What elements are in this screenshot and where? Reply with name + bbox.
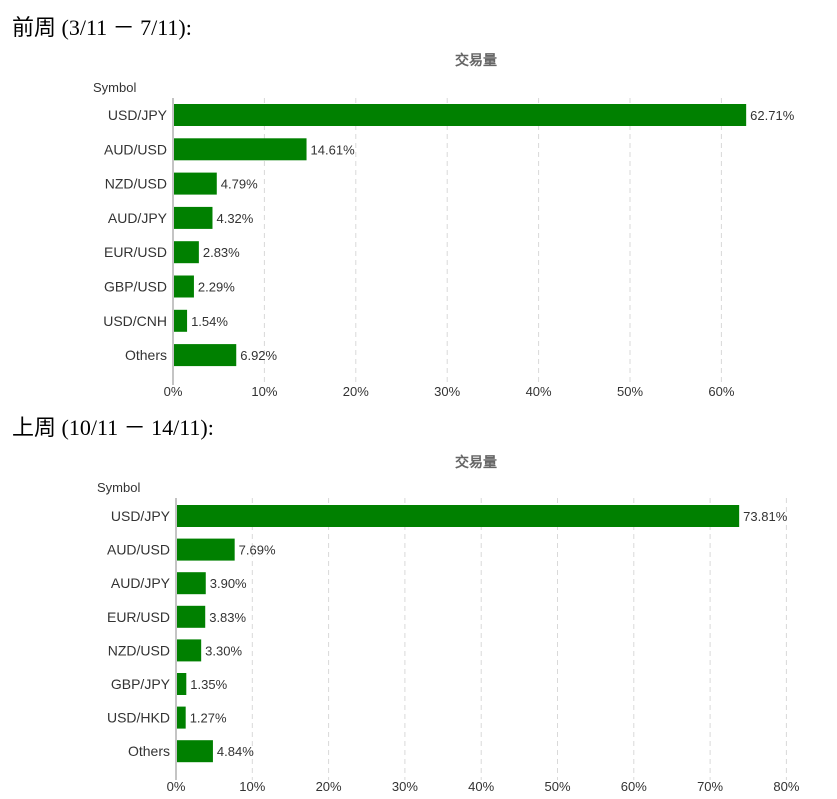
x-tick-label: 50% <box>544 779 570 794</box>
category-label: USD/JPY <box>108 107 168 123</box>
bar-value-label: 1.27% <box>190 711 227 726</box>
bar <box>177 572 206 595</box>
bar <box>174 172 217 195</box>
x-tick-label: 70% <box>697 779 723 794</box>
bar <box>177 505 740 527</box>
bar <box>177 538 235 561</box>
category-label: EUR/USD <box>107 609 170 625</box>
x-tick-label: 60% <box>708 384 734 399</box>
bar <box>174 309 188 332</box>
bar-value-label: 6.92% <box>240 348 277 363</box>
category-axis-title: Symbol <box>97 480 140 495</box>
bar <box>177 706 186 729</box>
bar-value-label: 7.69% <box>239 543 276 558</box>
category-label: USD/CNH <box>103 313 167 329</box>
bar <box>177 673 187 695</box>
volume-bar-chart-last-week: 0% 10% 20% 30% 40% 50% 60% 70% 80% 交易量 Symbol USD/J… <box>97 454 800 794</box>
bar <box>174 241 199 264</box>
x-tick-label: 10% <box>251 384 277 399</box>
section-heading-last-week: 上周 (10/11 － 14/11): <box>12 415 214 440</box>
bar <box>177 605 206 628</box>
x-tick-label: 30% <box>392 779 418 794</box>
bar-value-label: 4.79% <box>221 177 258 192</box>
bar <box>177 639 202 662</box>
x-tick-label: 40% <box>526 384 552 399</box>
bar <box>174 104 747 126</box>
volume-bar-chart-previous-week: 0% 10% 20% 30% 40% 50% 60% 交易量 Symbol USD/JPY 62.7… <box>93 52 795 399</box>
bar <box>174 275 194 298</box>
category-label: AUD/JPY <box>111 575 171 591</box>
x-tick-label: 10% <box>239 779 265 794</box>
bar-value-label: 1.54% <box>191 314 228 329</box>
bar-value-label: 1.35% <box>190 677 227 692</box>
bar-value-label: 4.84% <box>217 744 254 759</box>
bar-value-label: 3.83% <box>209 610 246 625</box>
bar-value-label: 3.30% <box>205 643 242 658</box>
category-label: GBP/JPY <box>111 676 171 692</box>
bar-value-label: 3.90% <box>210 576 247 591</box>
chart-title: 交易量 <box>455 454 497 471</box>
x-tick-label: 60% <box>621 779 647 794</box>
category-label: USD/HKD <box>107 710 170 726</box>
category-label: EUR/USD <box>104 244 167 260</box>
bar-value-label: 62.71% <box>750 108 795 123</box>
bar-value-label: 4.32% <box>216 211 253 226</box>
category-label: AUD/USD <box>107 542 170 558</box>
bar <box>174 206 213 229</box>
bar <box>174 138 307 161</box>
bar-value-label: 14.61% <box>311 142 356 157</box>
x-tick-label: 40% <box>468 779 494 794</box>
chart-title: 交易量 <box>455 52 497 69</box>
category-label: Others <box>128 743 170 759</box>
x-tick-label: 30% <box>434 384 460 399</box>
category-label: GBP/USD <box>104 279 167 295</box>
x-tick-label: 80% <box>773 779 799 794</box>
bar <box>177 740 213 763</box>
x-tick-label: 0% <box>164 384 183 399</box>
x-tick-label: 0% <box>167 779 186 794</box>
bar-value-label: 2.29% <box>198 280 235 295</box>
category-label: NZD/USD <box>105 176 167 192</box>
bar-value-label: 73.81% <box>743 509 788 524</box>
x-tick-label: 20% <box>316 779 342 794</box>
category-label: AUD/JPY <box>108 210 168 226</box>
bar-value-label: 2.83% <box>203 245 240 260</box>
section-heading-previous-week: 前周 (3/11 － 7/11): <box>12 15 192 40</box>
category-label: NZD/USD <box>108 642 170 658</box>
x-tick-label: 50% <box>617 384 643 399</box>
category-axis-title: Symbol <box>93 80 136 95</box>
bar <box>174 344 237 367</box>
category-label: AUD/USD <box>104 141 167 157</box>
category-label: Others <box>125 347 167 363</box>
x-tick-label: 20% <box>343 384 369 399</box>
category-label: USD/JPY <box>111 508 171 524</box>
